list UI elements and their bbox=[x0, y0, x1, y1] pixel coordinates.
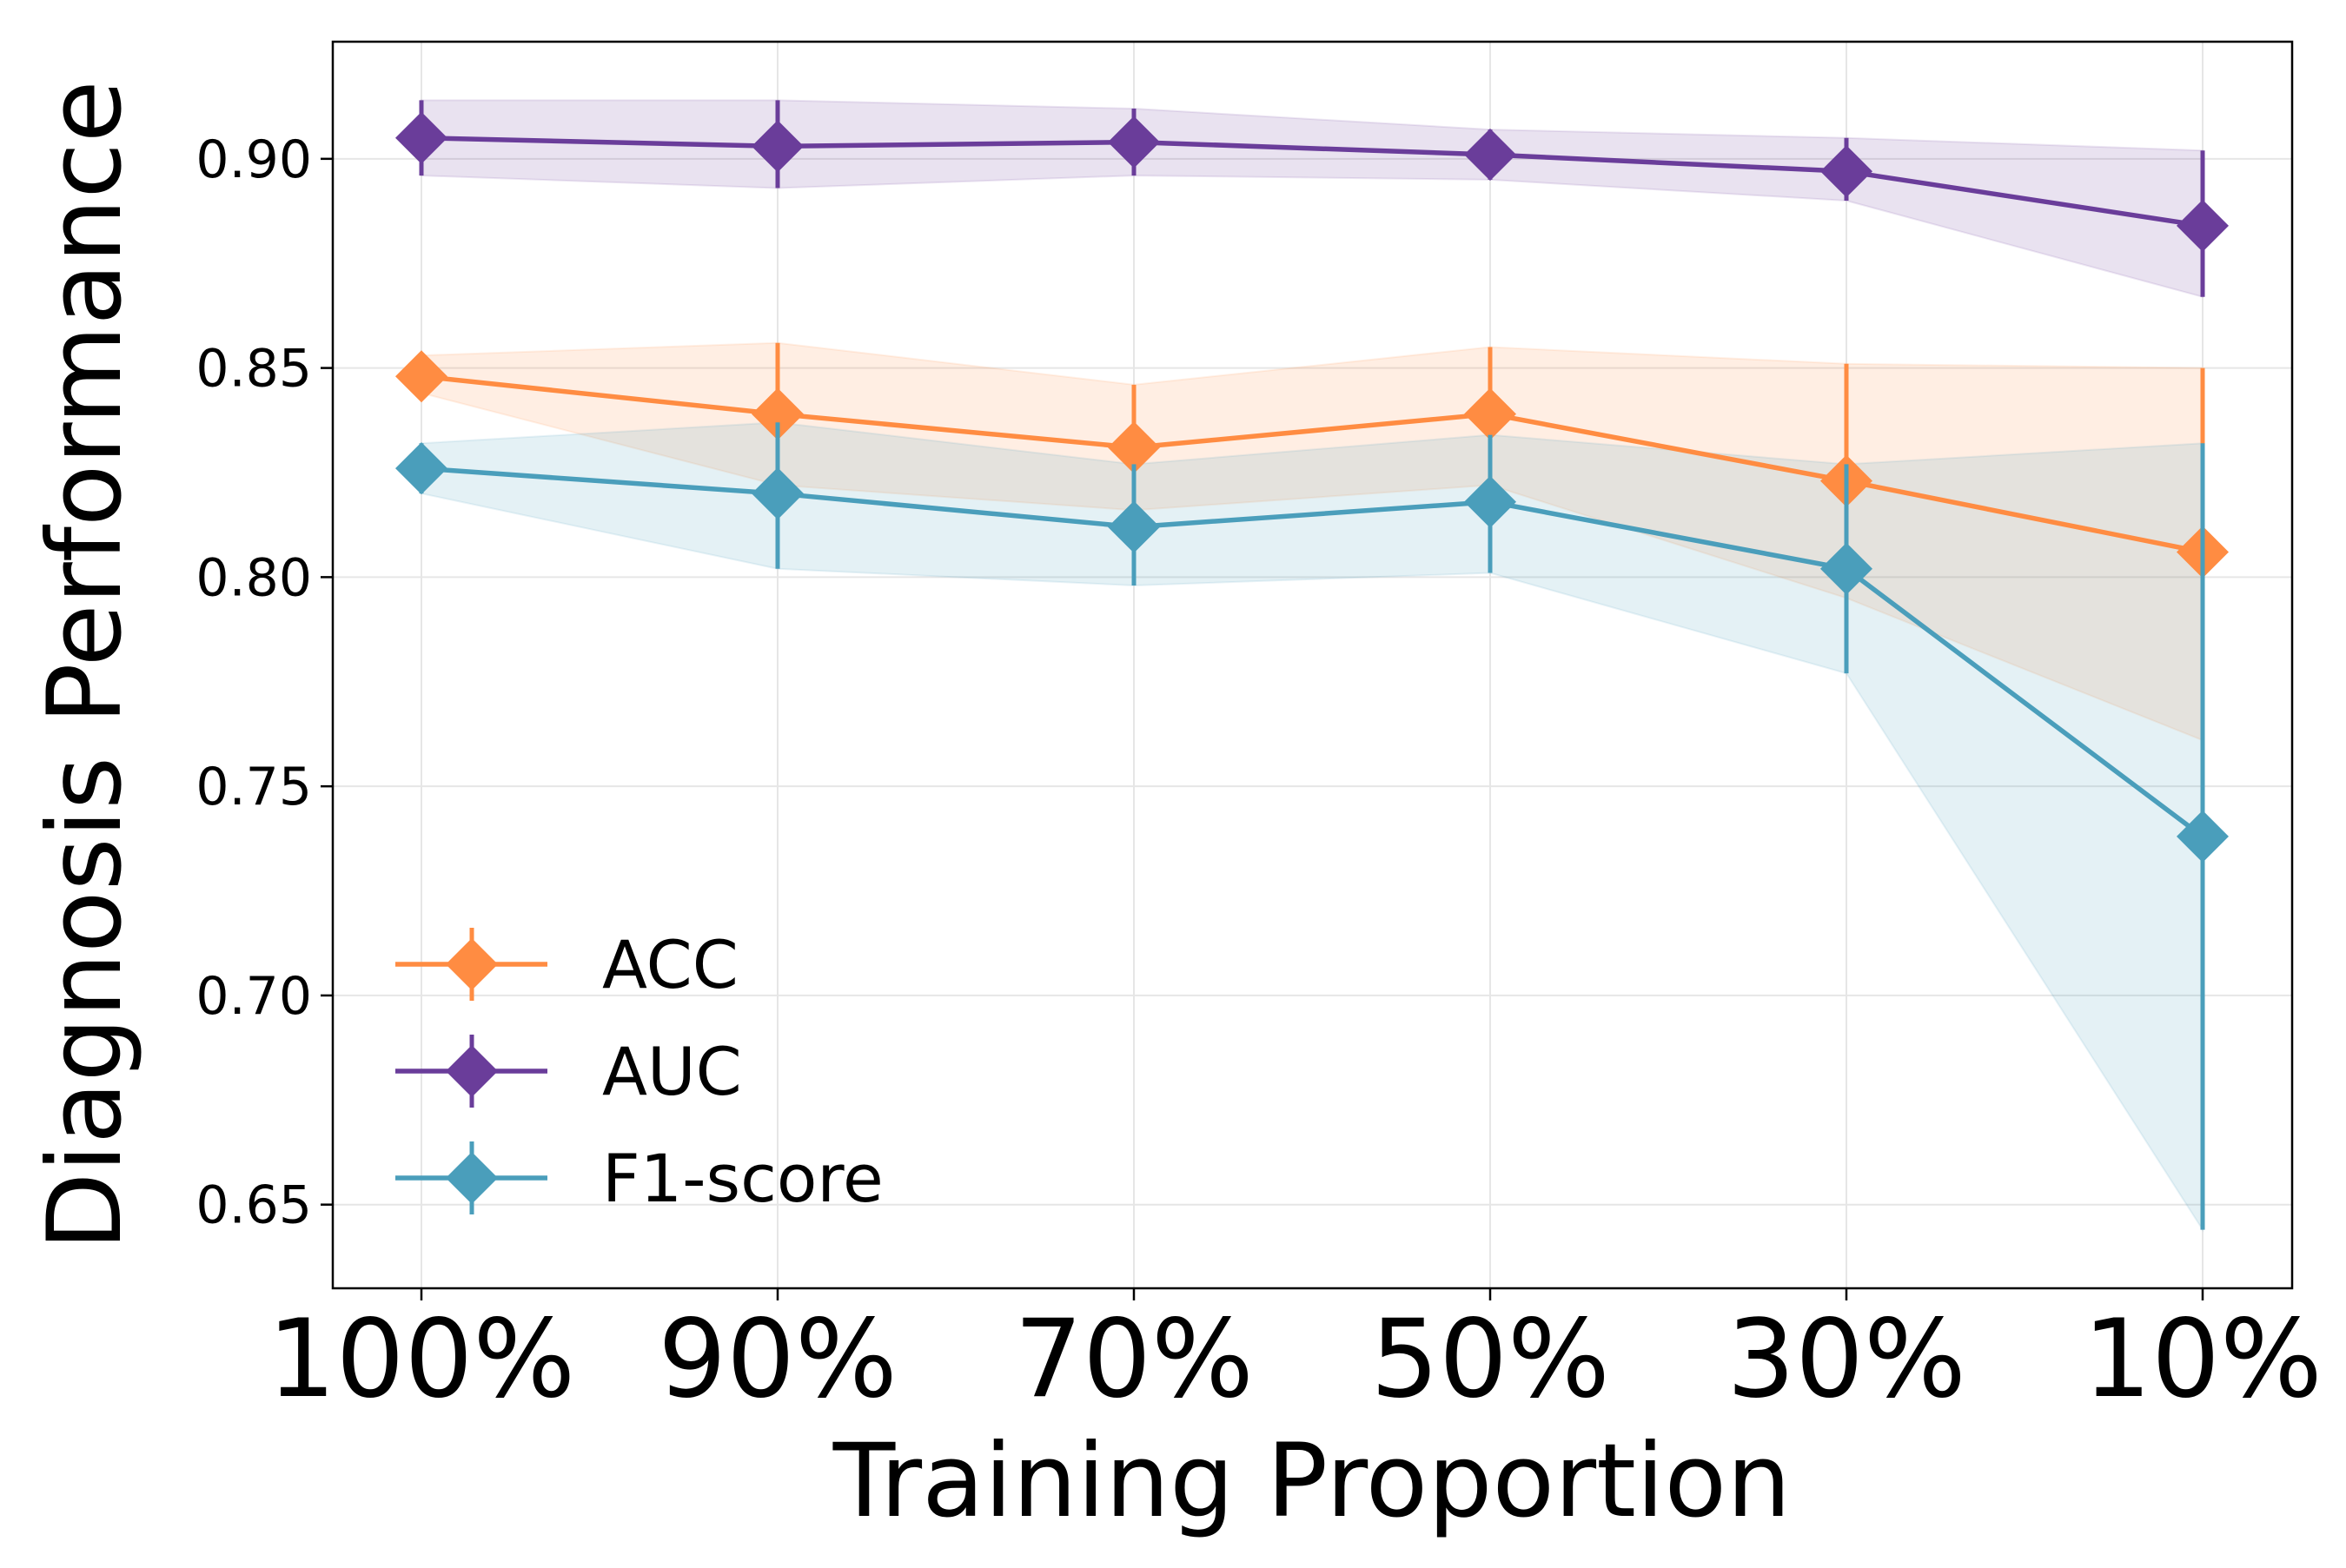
data-point-acc bbox=[395, 350, 447, 403]
error-band-auc bbox=[421, 99, 2204, 299]
plot-frame bbox=[331, 40, 2294, 1290]
x-tick-label: 70% bbox=[1014, 1297, 1254, 1422]
x-tick-label: 100% bbox=[268, 1297, 576, 1422]
series-f1-score bbox=[395, 422, 2229, 1230]
data-point-auc bbox=[1464, 129, 1516, 182]
data-point-f1-score bbox=[1820, 542, 1872, 595]
series-lines bbox=[395, 100, 2229, 1230]
legend-marker-f1-score bbox=[446, 1152, 498, 1204]
legend-item-f1-score: F1-score bbox=[395, 1140, 884, 1217]
data-point-acc bbox=[1464, 387, 1516, 440]
legend: ACC AUC F1-score bbox=[395, 926, 884, 1217]
x-tick-label: 50% bbox=[1370, 1297, 1610, 1422]
data-point-auc bbox=[1108, 116, 1160, 169]
y-tick-label: 0.85 bbox=[196, 339, 312, 400]
y-tick-label: 0.70 bbox=[196, 966, 312, 1027]
series-line-auc bbox=[421, 136, 2204, 228]
data-point-f1-score bbox=[752, 467, 804, 520]
legend-marker-auc bbox=[446, 1045, 498, 1097]
y-tick-label: 0.90 bbox=[196, 129, 312, 190]
y-tick-label: 0.80 bbox=[196, 547, 312, 608]
x-tick-label: 30% bbox=[1726, 1297, 1966, 1422]
data-point-f1-score bbox=[1464, 475, 1516, 528]
series-line-acc bbox=[421, 374, 2204, 555]
y-axis-title: Diagnosis Performance bbox=[25, 80, 144, 1250]
data-point-f1-score bbox=[1108, 500, 1160, 553]
axis-ticks: 100% 90% 70% 50% 30% 10% 0.65 0.70 0.75 0.80 0.85 0… bbox=[196, 129, 2322, 1422]
data-point-acc bbox=[1108, 421, 1160, 474]
data-point-auc bbox=[395, 111, 447, 164]
series-auc bbox=[395, 100, 2229, 297]
y-tick-label: 0.65 bbox=[196, 1175, 312, 1236]
data-point-f1-score bbox=[395, 442, 447, 495]
y-tick-label: 0.75 bbox=[196, 757, 312, 817]
data-point-auc bbox=[752, 120, 804, 173]
data-point-auc bbox=[1820, 145, 1872, 198]
x-axis-title: Training Proportion bbox=[832, 1421, 1792, 1540]
data-point-f1-score bbox=[2177, 810, 2229, 863]
legend-item-acc: ACC bbox=[395, 926, 739, 1003]
legend-label-auc: AUC bbox=[602, 1033, 742, 1110]
data-point-auc bbox=[2177, 199, 2229, 252]
legend-label-f1-score: F1-score bbox=[602, 1140, 884, 1217]
x-tick-label: 90% bbox=[658, 1297, 898, 1422]
legend-item-auc: AUC bbox=[395, 1033, 742, 1110]
data-point-acc bbox=[752, 387, 804, 440]
legend-marker-acc bbox=[446, 938, 498, 990]
x-tick-label: 10% bbox=[2083, 1297, 2323, 1422]
legend-label-acc: ACC bbox=[602, 926, 739, 1003]
series-line-f1-score bbox=[421, 466, 2204, 839]
